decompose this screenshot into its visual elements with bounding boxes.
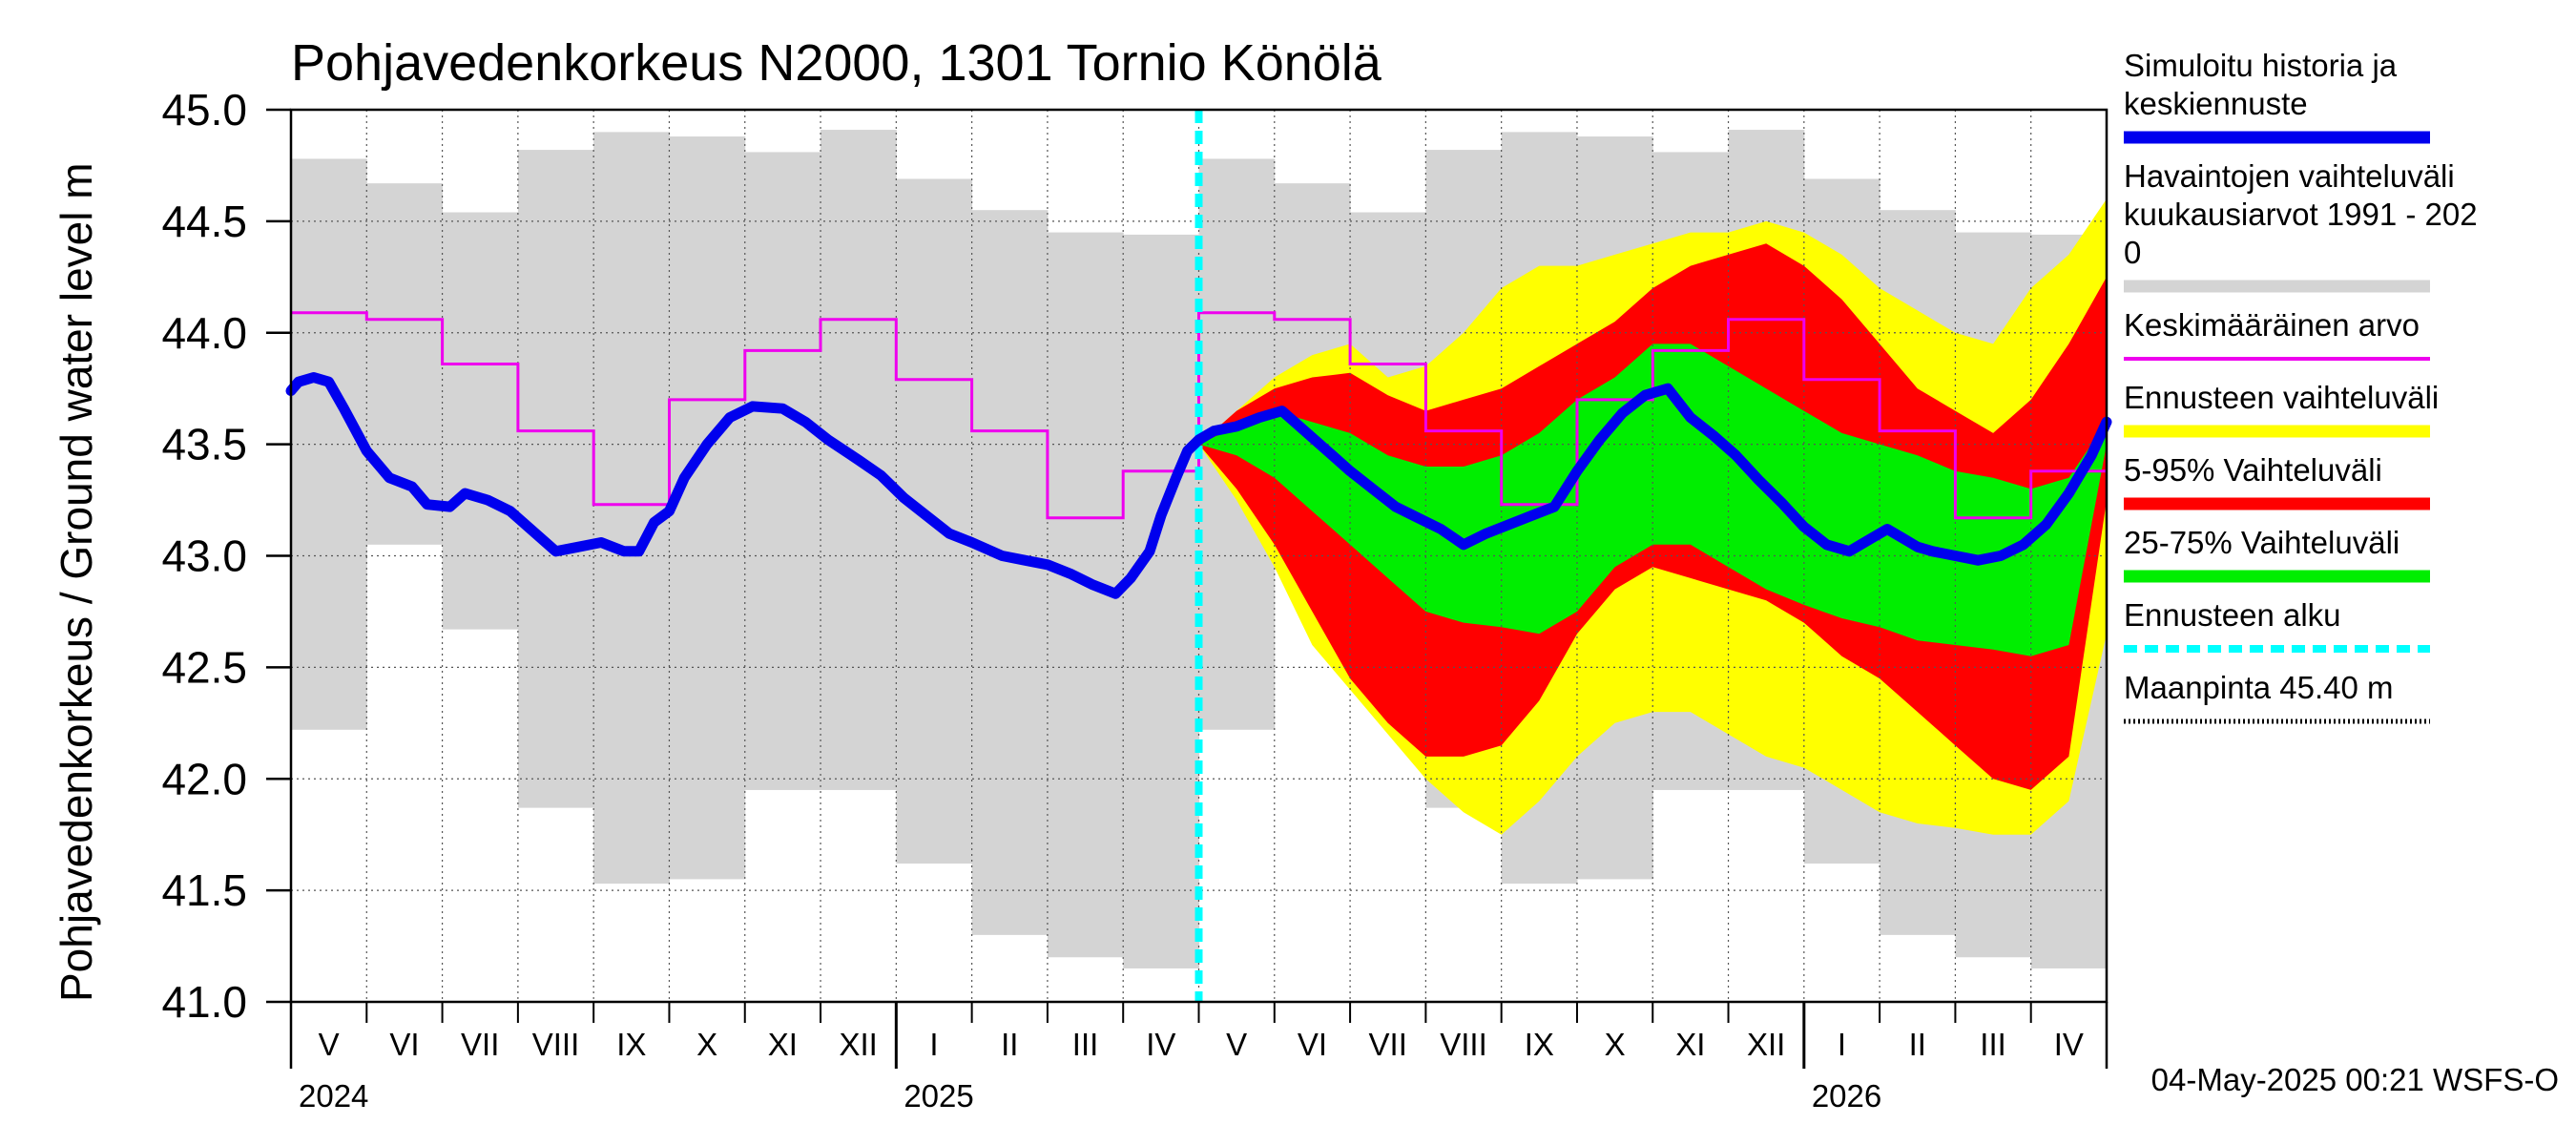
chart-title: Pohjavedenkorkeus N2000, 1301 Tornio Kön… (291, 34, 1382, 92)
observed-range-bar (1123, 234, 1199, 968)
legend-label: Ennusteen alku (2124, 597, 2341, 633)
legend-label: Simuloitu historia ja (2124, 48, 2398, 83)
month-label: V (319, 1027, 340, 1062)
year-label: 2026 (1812, 1078, 1881, 1114)
month-label: VI (1298, 1027, 1327, 1062)
observed-range-bar (442, 212, 519, 630)
legend-label: 5-95% Vaihteluväli (2124, 452, 2382, 488)
month-label: V (1226, 1027, 1247, 1062)
y-tick-label: 43.5 (161, 420, 247, 469)
observed-range-bar (971, 210, 1049, 935)
y-tick-label: 43.0 (161, 531, 247, 581)
month-label: XII (840, 1027, 878, 1062)
year-label: 2024 (299, 1078, 368, 1114)
month-label: I (1838, 1027, 1846, 1062)
month-label: III (1072, 1027, 1099, 1062)
month-label: VIII (1440, 1027, 1487, 1062)
legend-label: Ennusteen vaihteluväli (2124, 380, 2439, 415)
month-label: VII (461, 1027, 499, 1062)
year-label: 2025 (904, 1078, 973, 1114)
y-tick-label: 45.0 (161, 85, 247, 135)
legend-label: 25-75% Vaihteluväli (2124, 525, 2399, 560)
month-label: XI (1675, 1027, 1705, 1062)
observed-range-bar (669, 136, 746, 880)
month-label: X (1605, 1027, 1626, 1062)
month-label: XII (1747, 1027, 1785, 1062)
legend-label: 0 (2124, 235, 2141, 270)
month-label: X (696, 1027, 717, 1062)
month-label: XI (768, 1027, 798, 1062)
y-tick-label: 42.0 (161, 754, 247, 803)
month-label: IX (616, 1027, 646, 1062)
y-tick-label: 41.5 (161, 865, 247, 915)
month-label: III (1980, 1027, 2006, 1062)
y-tick-label: 42.5 (161, 642, 247, 692)
observed-range-bar (593, 132, 670, 885)
observed-range-bar (366, 183, 444, 545)
legend-label: Havaintojen vaihteluväli (2124, 158, 2455, 194)
legend-label: keskiennuste (2124, 86, 2308, 121)
observed-range-bar (744, 152, 821, 790)
y-axis-label: Pohjavedenkorkeus / Ground water level m (52, 162, 101, 1002)
y-tick-label: 41.0 (161, 977, 247, 1027)
plot-area (285, 110, 2112, 1002)
month-label: IV (1146, 1027, 1175, 1062)
legend-label: kuukausiarvot 1991 - 202 (2124, 197, 2478, 232)
timestamp: 04-May-2025 00:21 WSFS-O (2151, 1062, 2559, 1097)
simulated-line (285, 372, 2112, 599)
legend-label: Maanpinta 45.40 m (2124, 670, 2394, 705)
y-tick-label: 44.0 (161, 308, 247, 358)
month-label: VIII (532, 1027, 580, 1062)
axis-group: 41.041.542.042.543.043.544.044.545.0V VI V… (161, 85, 2109, 1114)
month-label: VII (1369, 1027, 1407, 1062)
month-label: II (1909, 1027, 1926, 1062)
month-label: IX (1525, 1027, 1554, 1062)
month-label: I (929, 1027, 938, 1062)
y-tick-label: 44.5 (161, 197, 247, 246)
month-label: IV (2054, 1027, 2084, 1062)
month-label: VI (389, 1027, 419, 1062)
observed-range-bar (517, 150, 594, 808)
month-label: II (1001, 1027, 1018, 1062)
legend-label: Keskimääräinen arvo (2124, 307, 2420, 343)
